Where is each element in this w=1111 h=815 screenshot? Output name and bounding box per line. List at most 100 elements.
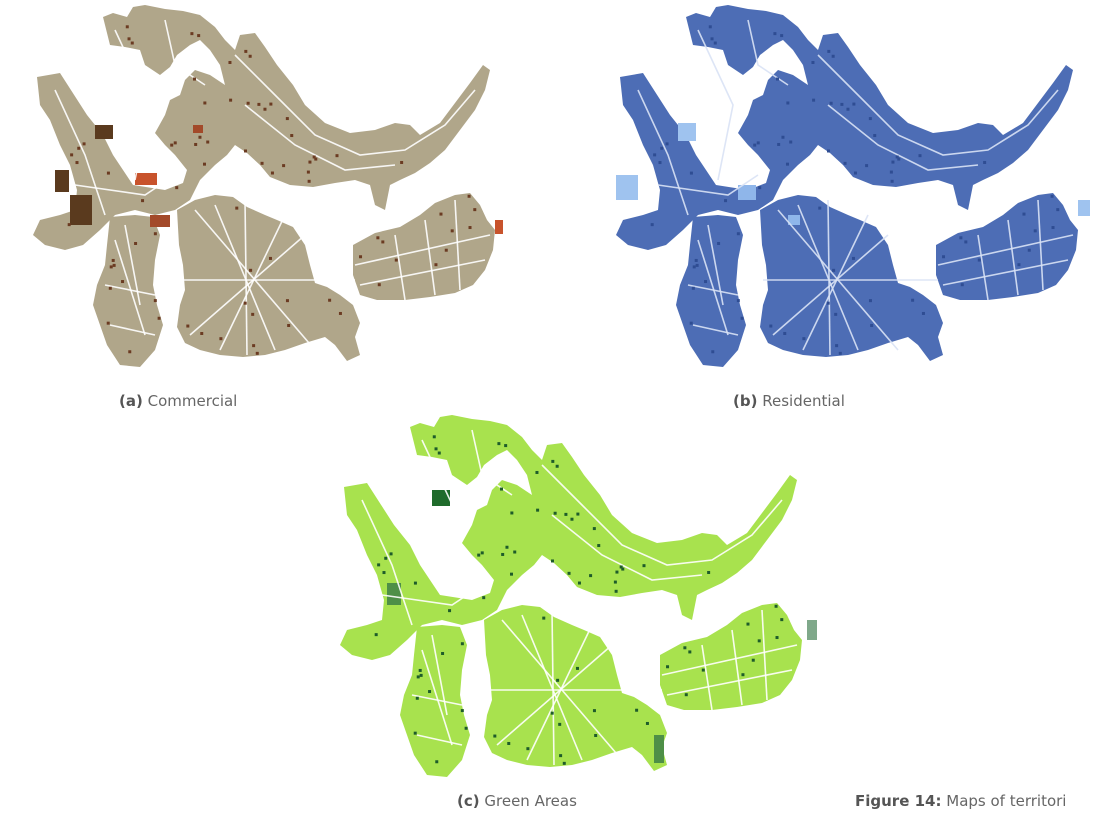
caption-green-areas: (c) Green Areas	[457, 792, 577, 810]
parcel-dot	[853, 171, 857, 175]
street-line	[817, 54, 1059, 156]
street-line	[541, 464, 783, 566]
parcel-dot	[287, 324, 291, 328]
caption-residential: (b) Residential	[733, 392, 845, 410]
map-commercial	[15, 5, 510, 375]
parcel-dot	[802, 337, 806, 341]
parcel-dot	[197, 34, 201, 38]
parcel-dot	[439, 212, 443, 216]
parcel-dot	[840, 102, 844, 106]
parcel-dot	[918, 154, 922, 158]
parcel-dot	[460, 642, 464, 646]
street-line	[234, 54, 476, 156]
street-line	[394, 234, 406, 301]
parcel-dot	[1051, 226, 1055, 230]
street-line	[761, 609, 768, 701]
parcel-dot	[977, 258, 981, 262]
parcel-dot	[70, 153, 74, 157]
map-green-areas	[322, 415, 817, 785]
parcel-dot	[377, 283, 381, 287]
parcel-dot	[198, 135, 202, 139]
highlight-parcel	[193, 125, 203, 133]
parcel-dot	[780, 34, 784, 38]
parcel-dot	[200, 331, 204, 335]
parcel-dot	[434, 447, 438, 451]
street-line	[707, 224, 724, 306]
parcel-dot	[621, 567, 625, 571]
parcel-dot	[592, 527, 596, 531]
parcel-dot	[592, 709, 596, 713]
parcel-dot	[244, 49, 248, 53]
parcel-dot	[190, 32, 194, 36]
street-line	[657, 174, 759, 196]
parcel-dot	[751, 658, 755, 662]
street-line	[124, 224, 141, 306]
parcel-dot	[564, 512, 568, 516]
parcel-dot	[203, 101, 207, 105]
parcel-dot	[75, 161, 79, 165]
parcel-dot	[781, 135, 785, 139]
figure-caption-tag: Figure 14:	[855, 792, 942, 810]
caption-tag: (b)	[733, 392, 758, 410]
street-line	[777, 209, 899, 351]
parcel-dot	[499, 487, 503, 491]
parcel-dot	[891, 160, 895, 164]
caption-label: Green Areas	[484, 792, 577, 810]
parcel-dot	[251, 312, 255, 316]
parcel-dot	[1027, 248, 1031, 252]
street-line	[416, 734, 463, 746]
parcel-dot	[831, 54, 835, 58]
parcel-dot	[382, 571, 386, 575]
street-line	[501, 619, 623, 761]
parcel-dot	[897, 157, 901, 161]
street-line	[661, 644, 798, 676]
street-line	[521, 614, 583, 761]
parcel-dot	[228, 60, 232, 64]
street-line	[244, 199, 248, 356]
parcel-dot	[477, 553, 481, 557]
highlight-parcel	[55, 170, 69, 192]
parcel-dot	[308, 160, 312, 164]
street-line	[114, 239, 146, 336]
parcel-dot	[335, 154, 339, 158]
street-line	[977, 234, 989, 301]
street-line	[431, 634, 448, 716]
street-line	[381, 584, 483, 606]
parcel-dot	[415, 696, 419, 700]
street-line	[1037, 199, 1044, 291]
parcel-dot	[688, 650, 692, 654]
parcel-dot	[111, 258, 115, 262]
parcel-dot	[736, 299, 740, 303]
highlight-parcel	[616, 175, 638, 200]
highlight-parcel	[1078, 200, 1090, 216]
parcel-dot	[1056, 208, 1060, 212]
street-line	[411, 694, 463, 706]
district-northwest	[33, 5, 490, 250]
parcel-dot	[249, 268, 253, 272]
parcel-dot	[775, 77, 779, 81]
parcel-dot	[890, 179, 894, 183]
parcel-dot	[645, 721, 649, 725]
parcel-dot	[691, 286, 695, 290]
highlight-parcel	[654, 735, 664, 763]
parcel-dot	[507, 741, 511, 745]
parcel-dot	[619, 565, 623, 569]
parcel-dot	[775, 636, 779, 640]
parcel-dot	[400, 160, 404, 164]
parcel-dot	[684, 693, 688, 697]
street-line	[687, 284, 739, 296]
parcel-dot	[695, 263, 699, 267]
parcel-dot	[526, 747, 530, 751]
parcel-dot	[660, 146, 664, 150]
street-line	[424, 219, 436, 296]
parcel-dot	[510, 511, 514, 515]
parcel-dot	[846, 107, 850, 111]
parcel-dot	[597, 544, 601, 548]
parcel-dot	[112, 263, 116, 267]
parcel-dot	[753, 143, 757, 147]
parcel-dot	[153, 232, 157, 236]
parcel-dot	[432, 435, 436, 439]
street-line	[701, 644, 713, 711]
street-line	[454, 199, 461, 291]
parcel-dot	[389, 552, 393, 556]
